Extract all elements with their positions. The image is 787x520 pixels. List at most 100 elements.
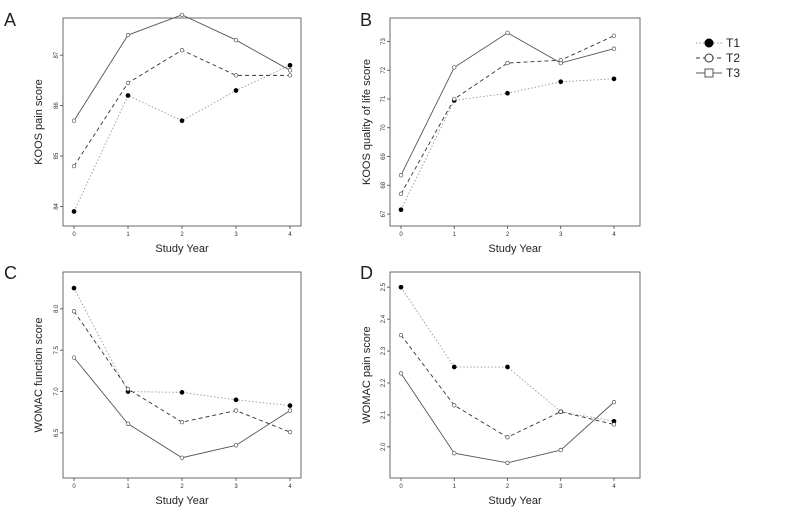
panel-c: C 0 1 2 3 4 6.5 7.0 7.5 8.0 Study Year WOMAC fun… (4, 263, 302, 507)
panel-d: D 0 1 2 3 4 2.0 2.1 2.2 2.3 2.4 2.5 Study Year WOM… (360, 263, 641, 507)
panel-b-ytick-label: 70 (381, 124, 387, 131)
panel-c-series-t2-point (233, 408, 239, 413)
panel-a-series-t2-point (125, 80, 131, 86)
panel-d-ylabel: WOMAC pain score (361, 326, 373, 423)
panel-a-ylabel: KOOS pain score (33, 79, 45, 165)
panel-c-series-t1-line (73, 287, 291, 407)
panel-d-ytick-label: 2.4 (381, 314, 387, 323)
panel-a-series-t2-point (179, 48, 185, 53)
panel-c-ylabel: WOMAC function score (33, 318, 45, 433)
panel-b-series-t1-point (558, 79, 564, 85)
panel-a-letter: A (4, 10, 16, 30)
panel-b-xtick-label: 4 (612, 232, 616, 238)
panel-a-series-t1-line (73, 64, 291, 212)
panel-c-series-t2-point (125, 386, 131, 392)
panel-c-xtick-label: 3 (234, 484, 238, 490)
legend-label-t2: T2 (726, 51, 740, 65)
panel-b-xtick-label: 1 (453, 232, 457, 238)
panel-c-xtick-label: 1 (126, 484, 130, 490)
legend-label-t3: T3 (726, 66, 740, 80)
panel-a-series-t1-point (287, 62, 293, 68)
panel-a-series-t3-point (179, 12, 185, 18)
panel-c-ytick-label: 6.5 (54, 428, 60, 437)
panel-c-series-t3-line (73, 357, 291, 459)
panel-a-xtick-label: 4 (288, 232, 292, 238)
panel-b-series-t3-point (452, 65, 457, 70)
panel-d-xtick-label: 3 (559, 484, 563, 490)
panel-c-xtick-label: 4 (288, 484, 292, 490)
panel-b-frame (389, 17, 641, 227)
panel-c-series-t3-point (233, 443, 239, 448)
legend-item-t3: T3 (696, 66, 740, 80)
panel-d-series-t2-point (558, 409, 563, 414)
panel-b-series-t1-point (505, 90, 510, 96)
panel-c-xtick-label: 0 (72, 484, 76, 490)
panel-a-ytick-label: 84 (54, 202, 60, 209)
panel-d-series-t3-point (558, 447, 563, 453)
panel-a-xtick-label: 2 (180, 232, 184, 238)
panel-d-series-t3-point (452, 451, 457, 456)
panel-b-series-t3-line (400, 32, 615, 176)
panel-c-series-t1-point (71, 285, 77, 291)
panel-d-series-t3-point (398, 371, 404, 376)
legend-label-t1: T1 (726, 36, 740, 50)
panel-b-series-t2-point (398, 191, 404, 197)
legend-marker-t1 (704, 38, 714, 48)
panel-a-series-t1-point (233, 88, 239, 93)
panel-b-ylabel: KOOS quality of life score (361, 59, 373, 185)
panel-d-series-t2-point (505, 435, 510, 440)
panel-d-series-t2-point (398, 332, 404, 338)
panel-c-xtick-label: 2 (180, 484, 184, 490)
panel-b-ytick-label: 69 (381, 153, 387, 160)
panel-b: B 0 1 2 3 4 67 68 69 70 71 72 73 Study Year KOOS qu… (360, 10, 641, 255)
panel-a-marks: 0 1 2 3 4 84 85 86 87 (54, 12, 293, 238)
panel-d-ytick-label: 2.2 (381, 378, 387, 387)
panel-d-series-t1-point (505, 364, 510, 370)
panel-d-xlabel: Study Year (488, 495, 542, 507)
panel-a: A 0 1 2 3 4 84 85 86 87 Study Year KOOS pain sco… (4, 10, 302, 255)
panel-b-xtick-label: 0 (399, 232, 403, 238)
panel-c-xlabel: Study Year (155, 495, 209, 507)
panel-d-series-t3-point (611, 399, 617, 405)
panel-d-ytick-label: 2.0 (381, 442, 387, 451)
panel-c-ytick-label: 7.0 (54, 387, 60, 396)
panel-c-letter: C (4, 263, 17, 283)
panel-d-ytick-label: 2.5 (381, 282, 387, 291)
legend-item-t2: T2 (696, 51, 740, 65)
panel-a-xtick-label: 1 (126, 232, 130, 238)
panel-b-series-t1-point (398, 207, 404, 213)
panel-a-series-t3-line (73, 14, 291, 121)
panel-b-letter: B (360, 10, 372, 30)
panel-d-ytick-label: 2.1 (381, 410, 387, 419)
panel-d-xtick-label: 4 (612, 484, 616, 490)
panel-c-frame (62, 271, 302, 479)
panel-d-xtick-label: 0 (399, 484, 403, 490)
panel-c-marks: 0 1 2 3 4 6.5 7.0 7.5 8.0 (54, 285, 293, 490)
panel-b-ytick-label: 73 (381, 38, 387, 45)
panel-c-series-t3-point (179, 455, 185, 460)
panel-a-series-t3-point (287, 68, 293, 73)
panel-c-series-t1-point (179, 390, 185, 395)
panel-b-ytick-label: 67 (381, 210, 387, 217)
panel-d-series-t3-line (400, 373, 615, 464)
legend-marker-t3 (704, 68, 714, 78)
panel-b-ytick-label: 72 (381, 66, 387, 73)
panel-c-series-t3-point (125, 421, 131, 426)
panel-d-ytick-label: 2.3 (381, 346, 387, 355)
panel-b-series-t3-point (611, 46, 617, 51)
panel-c-series-t3-point (71, 355, 77, 360)
panel-b-series-t1-line (400, 78, 615, 210)
panel-a-series-t1-point (125, 93, 131, 98)
panel-d-series-t3-point (505, 460, 510, 465)
panel-d-marks: 0 1 2 3 4 2.0 2.1 2.2 2.3 2.4 2.5 (381, 282, 617, 490)
panel-d-series-t2-point (611, 422, 617, 427)
legend-marker-t2 (704, 53, 714, 63)
panel-b-series-t3-point (398, 173, 404, 178)
panel-b-series-t2-point (611, 33, 617, 38)
panel-c-series-t1-point (233, 397, 239, 403)
panel-a-ytick-label: 87 (54, 51, 60, 58)
panel-d-xtick-label: 2 (506, 484, 510, 490)
panel-a-xtick-label: 3 (234, 232, 238, 238)
panel-c-series-t3-point (287, 408, 293, 413)
